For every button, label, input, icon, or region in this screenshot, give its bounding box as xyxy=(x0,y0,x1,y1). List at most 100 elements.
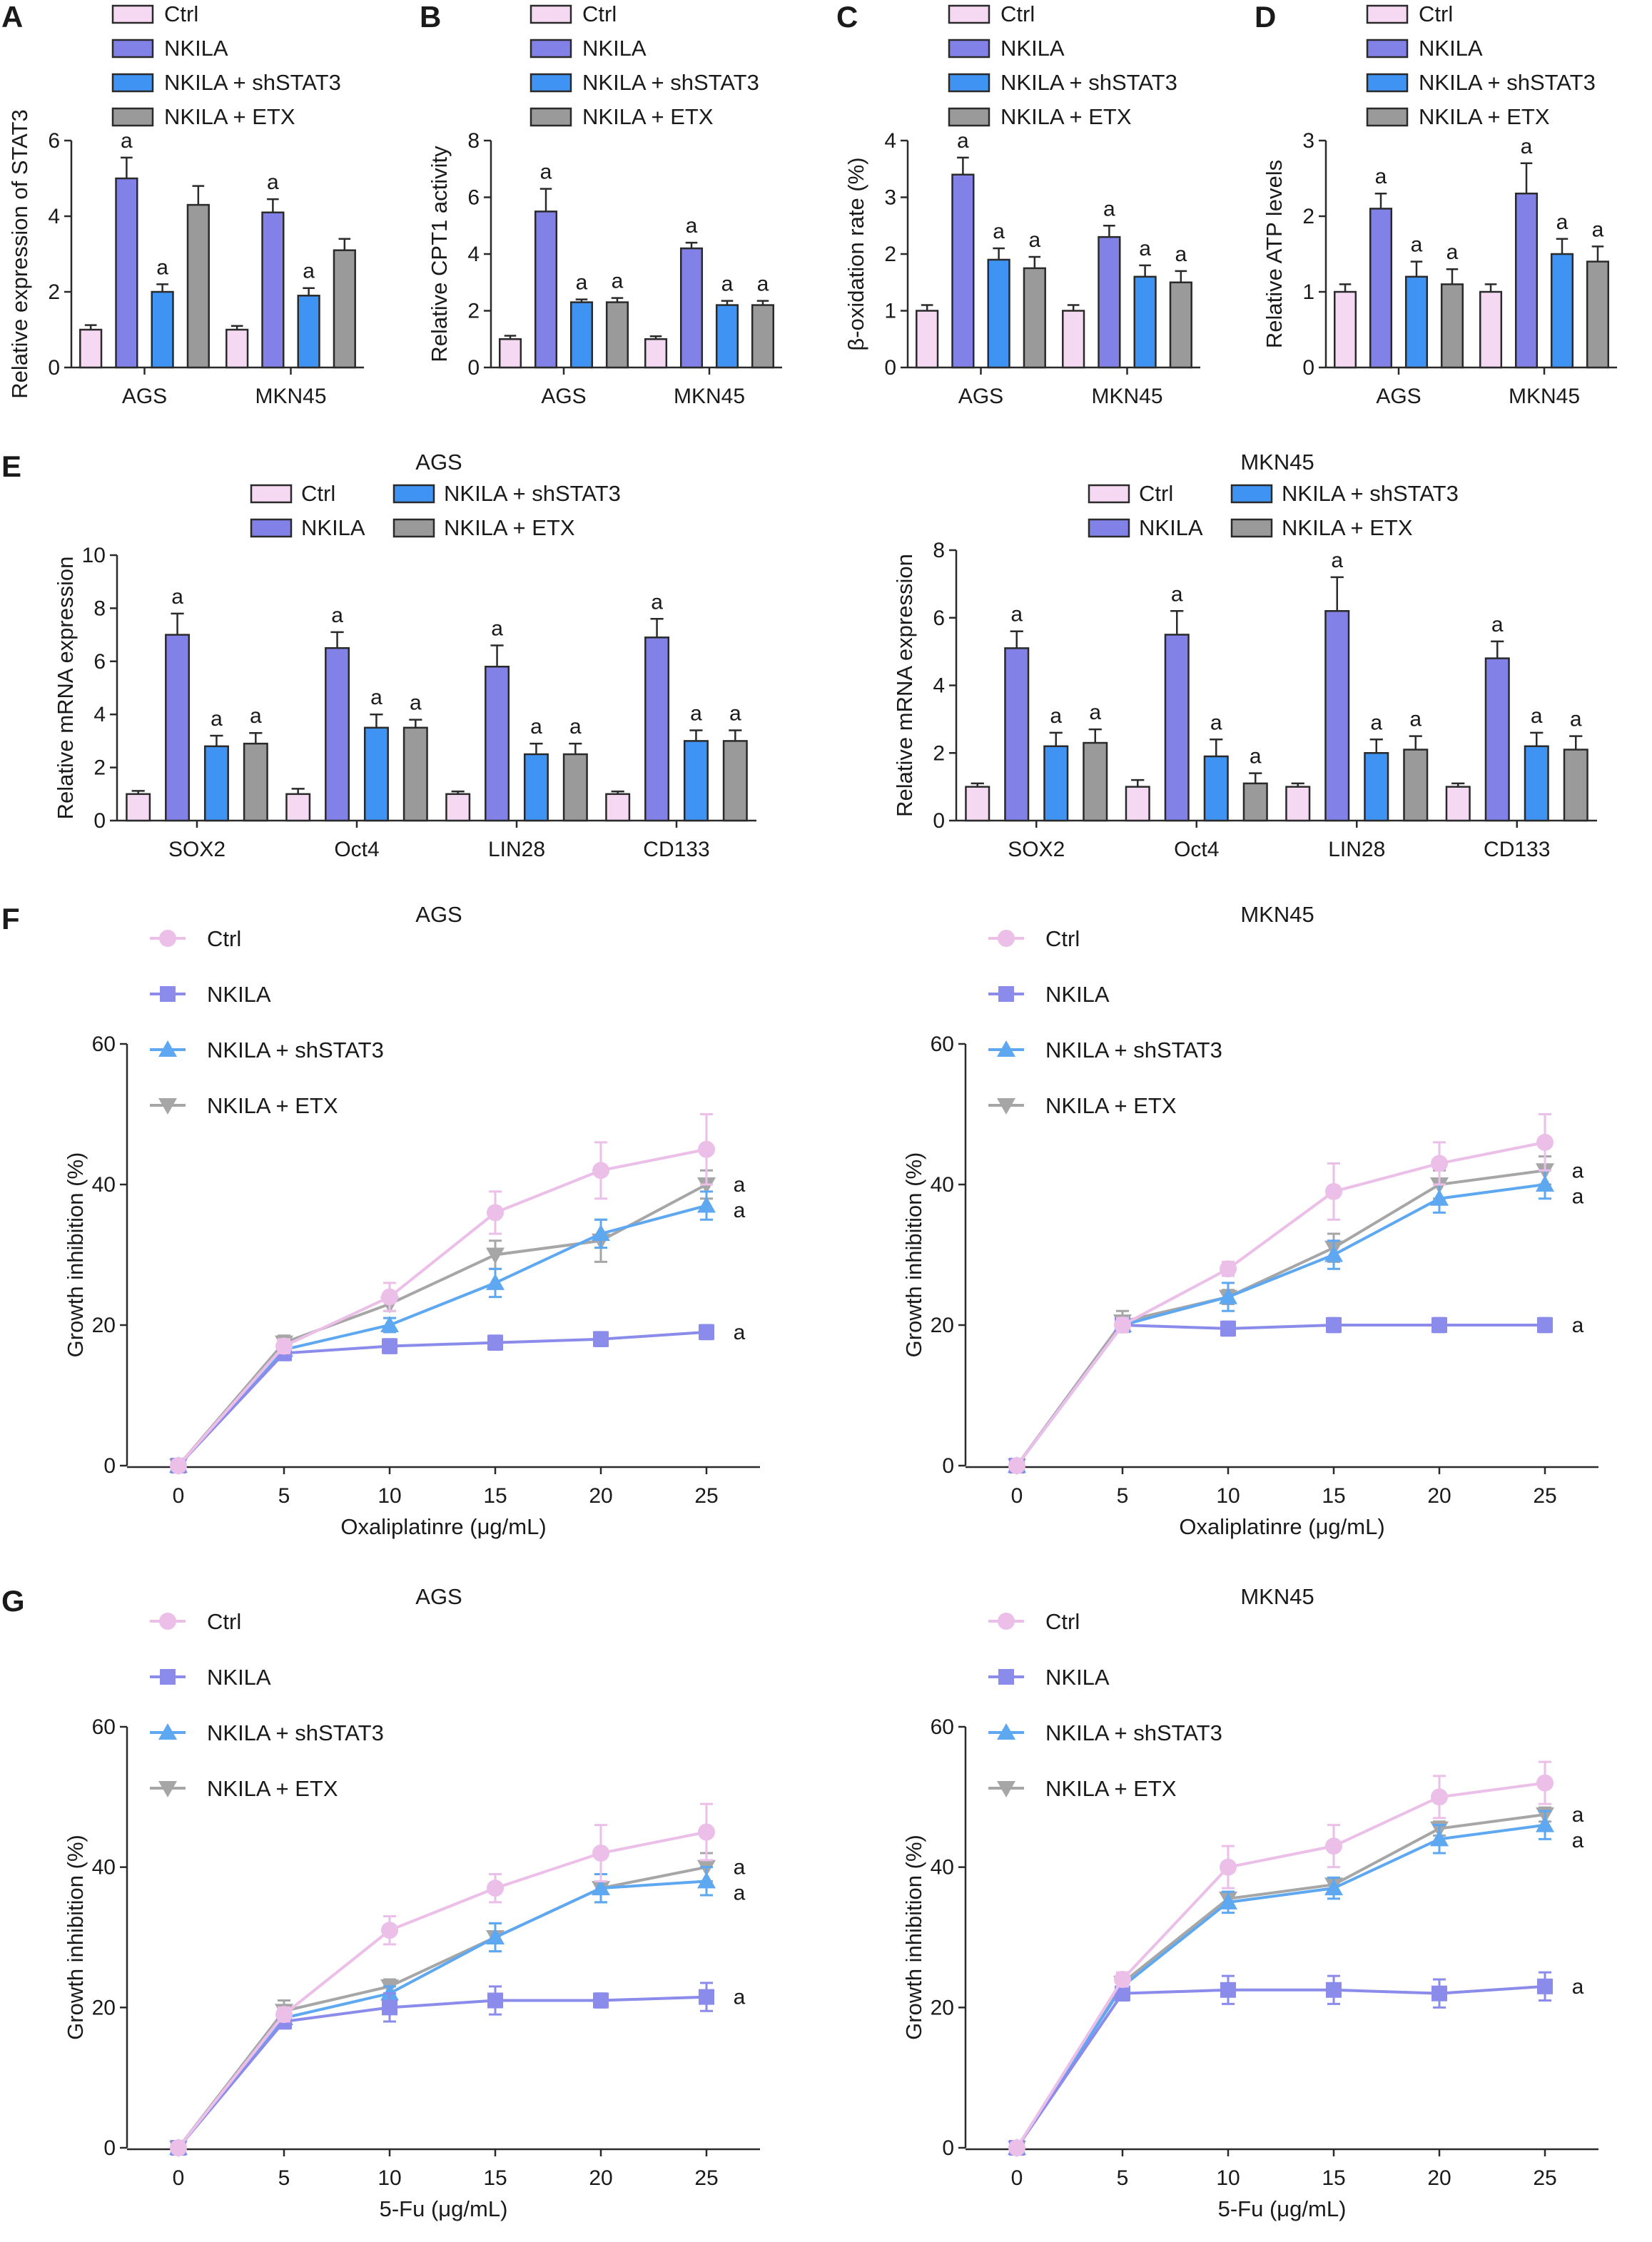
subtitle-E-MKN45: MKN45 xyxy=(1240,450,1314,475)
panel-g-ags-sig-label: a xyxy=(734,1882,746,1905)
panel-e-ags-sig-label: a xyxy=(690,702,702,726)
panel-e-mkn45-y-tick-label: 0 xyxy=(933,809,945,833)
panel-b-bar-0 xyxy=(498,338,522,369)
panel-f-mkn45-s2-point xyxy=(1536,1175,1554,1192)
subtitle-E-AGS: AGS xyxy=(415,450,462,475)
panel-e-ags-sig-label: a xyxy=(250,704,262,728)
panel-a-bar-1 xyxy=(115,177,138,369)
panel-e-ags-bar-1 xyxy=(325,646,350,822)
panel-b-legend-label: NKILA + ETX xyxy=(582,104,714,129)
panel-f-ags-s2-point xyxy=(592,1224,610,1241)
panel-f-mkn45-x-tick-label: 15 xyxy=(1322,1484,1345,1508)
panel-g-mkn45-x-tick-label: 15 xyxy=(1322,2166,1345,2190)
panel-f-ags-legend-point xyxy=(160,986,176,1002)
panel-f-mkn45-s1-point xyxy=(1220,1320,1236,1336)
panel-b-bar-3 xyxy=(605,301,629,369)
panel-g-ags-s2-point xyxy=(697,1872,716,1889)
panel-a-legend-label: NKILA + ETX xyxy=(164,104,295,129)
panel-g-ags-legend-point xyxy=(158,1781,177,1797)
panel-e-mkn45-y-tick-label: 8 xyxy=(933,539,945,562)
panel-g-ags-x-tick-label: 25 xyxy=(694,2166,718,2190)
panel-e-ags-y-tick-label: 0 xyxy=(93,809,106,833)
panel-g-ags-x-tick-label: 15 xyxy=(483,2166,507,2190)
panel-c-sig-label: a xyxy=(957,129,969,153)
panel-b-sig-label: a xyxy=(721,273,734,296)
panel-d-legend-label: NKILA + shSTAT3 xyxy=(1419,70,1596,95)
panel-e-mkn45-bar-3 xyxy=(1403,749,1429,822)
panel-f-mkn45-legend-label: NKILA + shSTAT3 xyxy=(1045,1038,1222,1062)
panel-g-mkn45-legend-label: Ctrl xyxy=(1045,1609,1080,1634)
panel-g-mkn45-sig-label: a xyxy=(1572,1803,1584,1827)
panel-e-ags-bar-3 xyxy=(722,740,748,822)
panel-b-sig-label: a xyxy=(540,161,552,184)
panel-f-ags-s0-point xyxy=(170,1457,187,1474)
panel-f-ags-s1-point xyxy=(382,1338,397,1354)
panel-e-ags-bar-2 xyxy=(203,745,229,822)
panel-letter-A: A xyxy=(1,0,23,34)
panel-f-mkn45-s0-point xyxy=(1536,1133,1554,1151)
panel-e-ags-legend-swatch xyxy=(250,518,293,538)
panel-e-ags-x-tick-label: Oct4 xyxy=(334,838,379,861)
panel-f-mkn45-legend: Ctrl NKILA NKILA + shSTAT3 NKILA + ETX xyxy=(988,926,1222,1118)
panel-g-mkn45-legend-point xyxy=(998,1613,1015,1630)
panel-f-mkn45-y-tick-label: 60 xyxy=(931,1033,954,1056)
panel-d-y-tick-label: 1 xyxy=(1302,280,1314,304)
panel-e-mkn45-y-tick-label: 6 xyxy=(933,607,945,630)
panel-g-mkn45-sig-label: a xyxy=(1572,1975,1584,1999)
panel-b-sig-label: a xyxy=(576,271,588,295)
panel-g-mkn45-legend-point xyxy=(997,1781,1015,1797)
panel-g-mkn45-chart: 0 20 40 60 Growth inhibition (%) 0 5 10 15 20 25 5-… xyxy=(901,1715,1598,2221)
panel-c-y-tick-label: 2 xyxy=(884,243,896,266)
panel-f-mkn45-s0-point xyxy=(1325,1182,1342,1200)
panel-f-mkn45-s0-point xyxy=(1008,1457,1025,1474)
panel-a-legend-label: NKILA xyxy=(164,36,228,61)
panel-g-ags-s0-point xyxy=(275,2006,293,2024)
panel-e-mkn45-y-tick-label: 2 xyxy=(933,741,945,765)
panel-b-y-axis-title: Relative CPT1 activity xyxy=(427,146,452,362)
panel-e-mkn45-legend-swatch xyxy=(1088,518,1130,538)
panel-g-ags-s0-point xyxy=(592,1845,609,1862)
panel-b-legend-swatch xyxy=(529,73,572,93)
panel-a-legend-swatch xyxy=(111,39,154,59)
panel-d-sig-label: a xyxy=(1446,240,1459,264)
panel-b-y-tick-label: 8 xyxy=(467,129,480,153)
panel-e-ags-x-tick-label: CD133 xyxy=(643,838,709,861)
panel-g-mkn45-y-axis-title: Growth inhibition (%) xyxy=(901,1835,926,2040)
panel-f-ags-x-tick-label: 0 xyxy=(173,1484,185,1508)
panel-a-x-tick-label: AGS xyxy=(122,385,167,408)
panel-letter-F: F xyxy=(1,902,20,935)
panel-e-ags-bar-1 xyxy=(165,634,191,822)
panel-b-legend-label: NKILA xyxy=(582,36,647,61)
panel-g-ags-legend: Ctrl NKILA NKILA + shSTAT3 NKILA + ETX xyxy=(150,1609,384,1801)
subtitle-G-AGS: AGS xyxy=(415,1584,462,1609)
panel-a-sig-label: a xyxy=(267,171,279,194)
panel-b-bar-2 xyxy=(569,301,594,369)
panel-g-ags-line-3 xyxy=(177,1865,707,2149)
panel-f-ags-y-axis-title: Growth inhibition (%) xyxy=(63,1152,88,1358)
panel-f-mkn45-s0-point xyxy=(1220,1260,1237,1278)
panel-f-ags-s0-point xyxy=(381,1288,398,1306)
panel-f-mkn45-legend-label: Ctrl xyxy=(1045,926,1080,951)
panel-f-ags-s2-point xyxy=(486,1273,505,1290)
panel-letter-G: G xyxy=(1,1584,25,1618)
panel-f-ags-line-2 xyxy=(177,1204,707,1467)
panel-f-mkn45-line-1 xyxy=(1015,1323,1545,1467)
panel-b-bar-0 xyxy=(644,338,668,369)
panel-d-sig-label: a xyxy=(1411,233,1423,257)
panel-d-legend-swatch xyxy=(1366,4,1409,24)
panel-f-mkn45-s1-point xyxy=(1431,1317,1447,1333)
panel-e-ags-y-tick-label: 10 xyxy=(82,544,106,567)
panel-f-ags-legend-label: NKILA + ETX xyxy=(207,1093,338,1118)
panel-f-mkn45-x-tick-label: 10 xyxy=(1216,1484,1240,1508)
panel-c-legend-swatch xyxy=(948,73,990,93)
panel-c-legend-swatch xyxy=(948,39,990,59)
panel-f-mkn45-sig-label: a xyxy=(1572,1159,1584,1182)
panel-f-ags-s1-point xyxy=(593,1331,609,1347)
panel-e-ags-bar-2 xyxy=(363,726,389,822)
panel-c-legend: Ctrl NKILA NKILA + shSTAT3 NKILA + ETX xyxy=(948,1,1177,129)
panel-f-ags-legend-label: NKILA xyxy=(207,982,271,1007)
panel-e-ags-legend-swatch xyxy=(250,484,293,504)
panel-d-x-tick-label: MKN45 xyxy=(1509,385,1580,408)
panel-g-ags-sig-label: a xyxy=(734,1856,746,1880)
panel-e-mkn45-y-axis-title: Relative mRNA expression xyxy=(892,554,917,817)
